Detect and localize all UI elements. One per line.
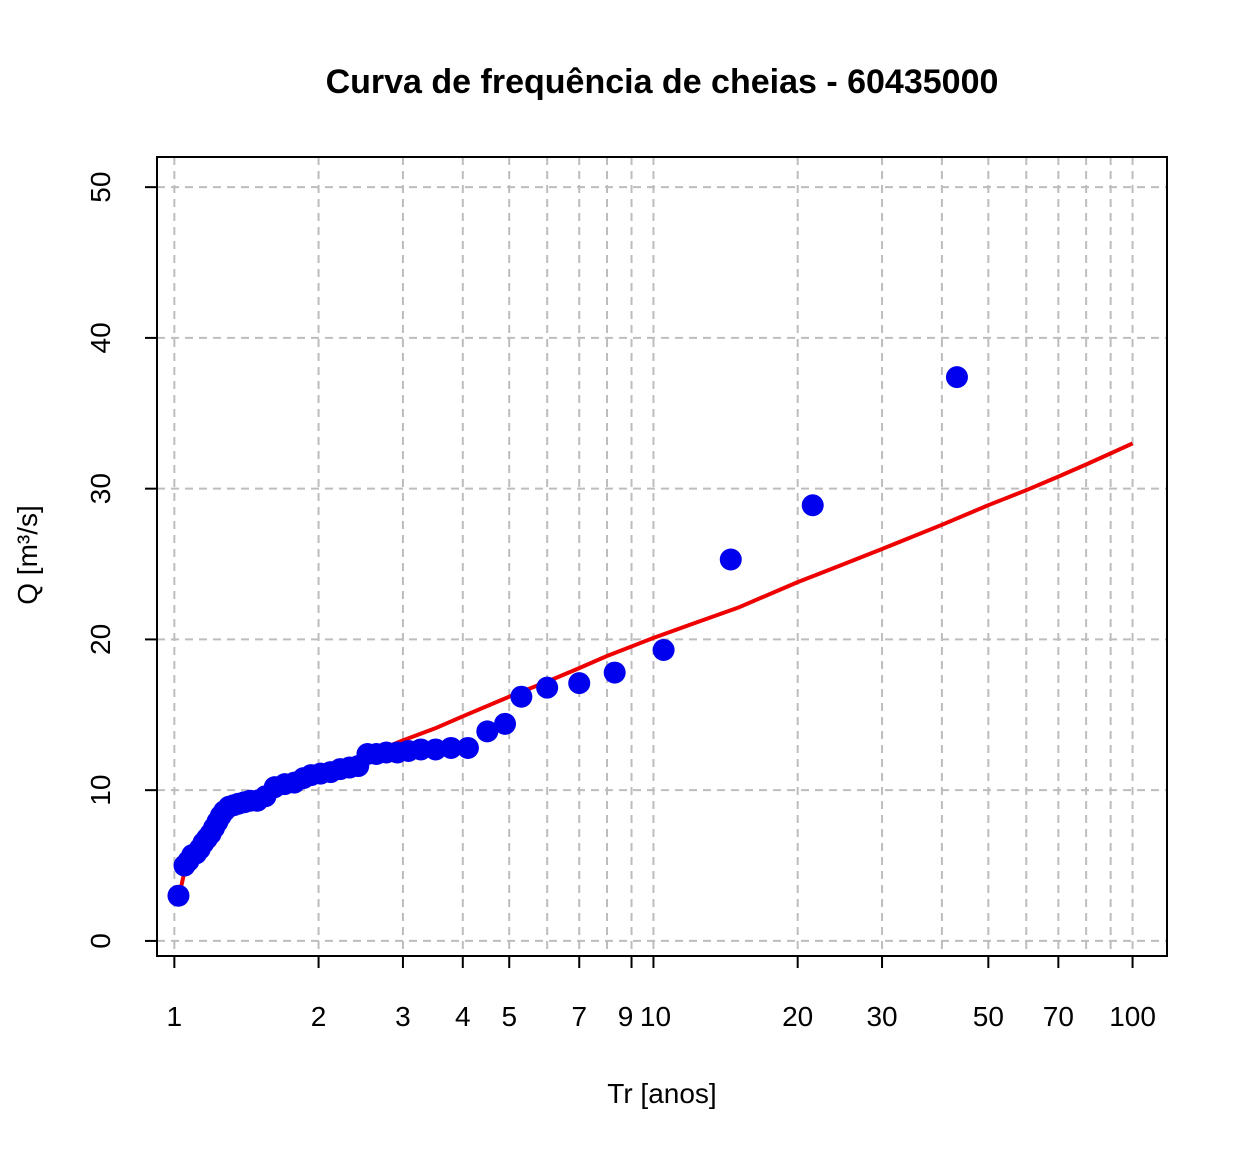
data-point — [568, 672, 591, 695]
plot-frame — [156, 156, 1168, 957]
x-tick-label: 2 — [311, 1001, 327, 1032]
x-tick-label: 100 — [1109, 1001, 1156, 1032]
data-point — [652, 638, 675, 661]
y-tick-label: 40 — [85, 322, 116, 353]
x-tick-label: 70 — [1043, 1001, 1074, 1032]
data-point — [494, 712, 517, 735]
x-tick-label: 3 — [395, 1001, 411, 1032]
data-point — [801, 494, 824, 517]
y-tick-label: 20 — [85, 624, 116, 655]
x-tick-label: 10 — [640, 1001, 671, 1032]
y-tick-label: 30 — [85, 473, 116, 504]
x-tick-label: 30 — [866, 1001, 897, 1032]
x-axis-label: Tr [anos] — [607, 1078, 716, 1109]
data-point — [456, 736, 479, 759]
y-axis-label: Q [m³/s] — [12, 505, 43, 605]
data-point — [476, 720, 499, 743]
observed-points — [167, 366, 968, 907]
x-tick-label: 4 — [455, 1001, 471, 1032]
x-tick-label: 50 — [973, 1001, 1004, 1032]
x-tick-label: 20 — [782, 1001, 813, 1032]
chart-title: Curva de frequência de cheias - 60435000 — [326, 63, 999, 101]
data-point — [536, 676, 559, 699]
x-tick-label: 1 — [167, 1001, 183, 1032]
x-tick-label: 9 — [618, 1001, 634, 1032]
data-point — [167, 884, 190, 907]
x-tick-label: 5 — [501, 1001, 517, 1032]
data-point — [719, 548, 742, 571]
y-tick-label: 10 — [85, 775, 116, 806]
fitted-curve — [178, 441, 1134, 891]
x-tick-label: 7 — [571, 1001, 587, 1032]
data-point — [510, 685, 533, 708]
grid — [157, 157, 1167, 956]
data-point — [945, 366, 968, 389]
data-point — [603, 661, 626, 684]
data-point — [440, 736, 463, 759]
y-tick-label: 0 — [85, 933, 116, 949]
fitted-distribution-line — [178, 441, 1134, 891]
y-tick-label: 50 — [85, 172, 116, 203]
